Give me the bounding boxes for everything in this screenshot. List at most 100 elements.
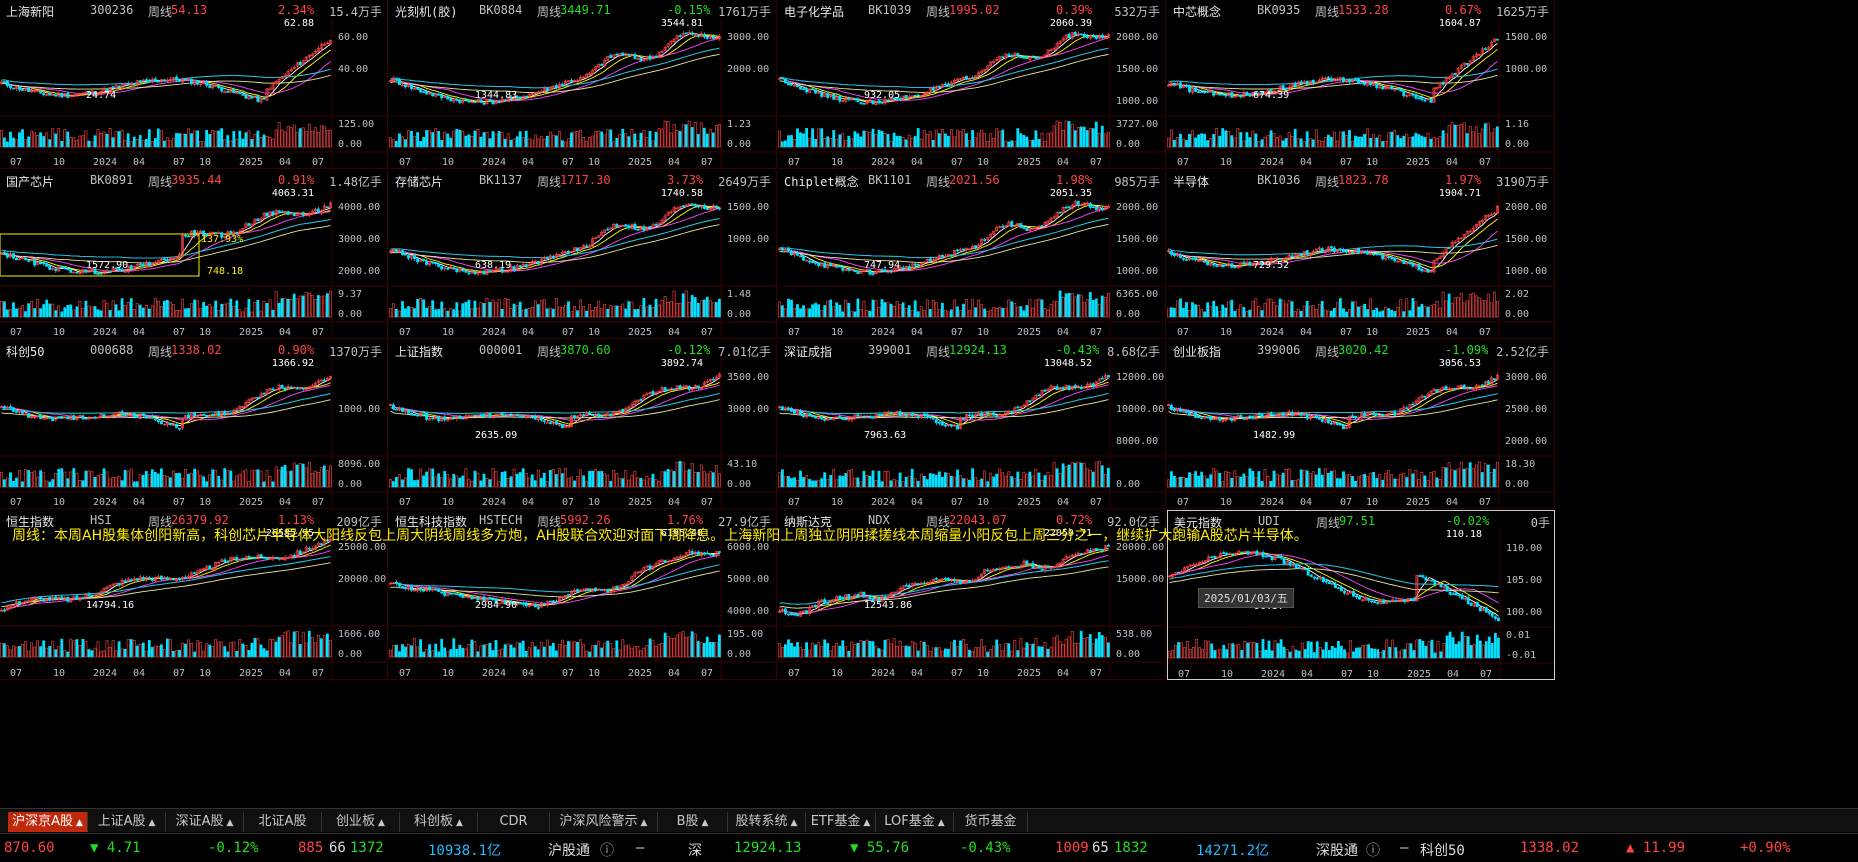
volume-bar — [1191, 474, 1194, 488]
market-tab[interactable]: 沪深风险警示 ▲ — [550, 812, 658, 832]
hgt-label[interactable]: 沪股通 — [548, 843, 590, 859]
chart-panel[interactable]: 恒生指数 HSI 周线 26379.92 1.13% 209亿手 25000.00 20000… — [0, 510, 388, 680]
chart-panel[interactable]: 半导体 BK1036 周线 1823.78 1.97% 3190万手 2000.00 1500… — [1167, 170, 1555, 339]
volume-bar — [425, 649, 429, 658]
volume-bar — [980, 478, 984, 488]
volume-bar — [1055, 301, 1059, 318]
volume-bar — [1442, 643, 1446, 659]
candle — [391, 249, 395, 253]
candle — [1016, 566, 1020, 568]
volume-bar — [1354, 480, 1357, 488]
market-tab[interactable]: 北证A股 — [244, 812, 322, 832]
chart-panel[interactable]: 恒生科技指数 HSTECH 周线 5992.26 1.76% 27.9亿手 6000.00 5… — [389, 510, 777, 680]
volume-bar — [455, 475, 459, 488]
candle — [1176, 408, 1179, 411]
chart-panel[interactable]: 中芯概念 BK0935 周线 1533.28 0.67% 1625万手 1500.00 100… — [1167, 0, 1555, 169]
chart-panel[interactable]: 存储芯片 BK1137 周线 1717.30 3.73% 2649万手 1500.00 100… — [389, 170, 777, 339]
kline-chart: 3000.002500.002000.0018.300.003056.53148… — [1167, 358, 1554, 508]
candle — [591, 414, 595, 416]
volume-bar — [545, 639, 549, 658]
volume-bar — [624, 133, 628, 148]
candle — [925, 582, 929, 584]
x-tick-label: 04 — [133, 327, 145, 338]
candle — [621, 224, 625, 227]
volume-bar — [983, 646, 987, 658]
chart-panel[interactable]: 美元指数 UDI 周线 97.51 -0.02% 0手 110.00 105.00 100.00… — [1167, 510, 1555, 680]
market-tab[interactable]: 上证A股 ▲ — [88, 812, 166, 832]
candle — [461, 417, 465, 420]
volume-bar — [1215, 470, 1219, 488]
volume-bar — [449, 649, 453, 658]
market-tab[interactable]: 沪深京A股 ▲ — [8, 812, 88, 832]
volume-bar — [636, 140, 640, 148]
chart-panel[interactable]: Chiplet概念 BK1101 周线 2021.56 1.98% 985万手 2000.0… — [778, 170, 1166, 339]
help-icon[interactable]: ⓘ — [1366, 843, 1380, 859]
market-tab[interactable]: 深证A股 ▲ — [166, 812, 244, 832]
volume-bar — [1420, 303, 1424, 318]
candle — [1094, 206, 1098, 211]
candle — [708, 553, 712, 556]
chart-panel[interactable]: 科创50 000688 周线 1338.02 0.90% 1370万手 1000.00 809… — [0, 340, 388, 509]
candle — [244, 223, 248, 228]
volume-bar — [443, 647, 447, 658]
candle — [1192, 564, 1195, 567]
market-tab[interactable]: 货币基金 — [954, 812, 1028, 832]
candle — [262, 556, 266, 559]
market-tab[interactable]: ETF基金 ▲ — [806, 812, 876, 832]
chart-panel[interactable]: 电子化学品 BK1039 周线 1995.02 0.39% 532万手 2000.00 150… — [778, 0, 1166, 169]
market-tab[interactable]: B股 ▲ — [658, 812, 728, 832]
market-tab[interactable]: CDR — [478, 812, 550, 832]
volume-bar — [93, 135, 97, 148]
candle — [633, 401, 637, 406]
volume-bar — [1465, 133, 1469, 148]
x-tick-label: 07 — [173, 157, 185, 168]
panel-pct: 0.90% — [278, 343, 315, 357]
x-tick-label: 04 — [911, 327, 923, 338]
chart-panel[interactable]: 国产芯片 BK0891 周线 3935.44 0.91% 1.48亿手 4000.00 300… — [0, 170, 388, 339]
candle — [895, 267, 899, 270]
volume-bar — [1385, 639, 1389, 659]
volume-bar — [72, 468, 76, 488]
candle — [1393, 411, 1397, 416]
panel-name: 科创50 — [6, 345, 45, 359]
candle — [1294, 564, 1298, 569]
x-tick-label: 07 — [1090, 668, 1102, 679]
volume-bar — [1282, 646, 1286, 659]
volume-bar — [1001, 307, 1005, 318]
x-tick-label: 07 — [10, 497, 22, 508]
chart-panel[interactable]: 上证指数 000001 周线 3870.60 -0.12% 7.01亿手 3500.00 30… — [389, 340, 777, 509]
candle — [557, 83, 561, 89]
candle — [111, 583, 115, 586]
candle — [564, 81, 567, 85]
candle — [223, 235, 227, 238]
x-tick-label: 2025 — [1406, 327, 1430, 338]
chart-panel[interactable]: 上海新阳 300236 周线 54.13 2.34% 15.4万手 60.00 40.00 12… — [0, 0, 388, 169]
market-tab[interactable]: LOF基金 ▲ — [876, 812, 954, 832]
market-tab[interactable]: 创业板 ▲ — [322, 812, 400, 832]
market-tab[interactable]: 科创板 ▲ — [400, 812, 478, 832]
caret-up-icon: ▲ — [790, 818, 798, 828]
volume-bar — [1097, 461, 1101, 488]
candle — [618, 409, 622, 413]
chart-panel[interactable]: 深证成指 399001 周线 12924.13 -0.43% 8.68亿手 12000.00… — [778, 340, 1166, 509]
help-icon[interactable]: ⓘ — [600, 843, 614, 859]
candle — [1384, 414, 1388, 417]
volume-bar — [141, 307, 145, 318]
panel-header: 纳斯达克 NDX 周线 22043.07 0.72% 92.0亿手 — [784, 513, 1160, 529]
sgt-label[interactable]: 深股通 — [1316, 843, 1358, 859]
volume-bar — [1272, 470, 1276, 488]
x-tick-label: 04 — [1446, 497, 1458, 508]
ma-line — [779, 207, 1109, 272]
chart-panel[interactable]: 纳斯达克 NDX 周线 22043.07 0.72% 92.0亿手 20000.00 1500… — [778, 510, 1166, 680]
candle — [579, 589, 582, 592]
candle — [431, 261, 435, 264]
volume-bar — [865, 474, 869, 488]
candle — [503, 99, 507, 102]
volume-bar — [790, 299, 793, 318]
chart-panel[interactable]: 光刻机(胶) BK0884 周线 3449.71 -0.15% 1761万手 3000.00… — [389, 0, 777, 169]
chart-panel[interactable]: 创业板指 399006 周线 3020.42 -1.09% 2.52亿手 3000.00 25… — [1167, 340, 1555, 509]
candle — [1046, 220, 1050, 224]
volume-bar — [1040, 299, 1044, 318]
candle — [1450, 388, 1454, 390]
market-tab[interactable]: 股转系统 ▲ — [728, 812, 806, 832]
